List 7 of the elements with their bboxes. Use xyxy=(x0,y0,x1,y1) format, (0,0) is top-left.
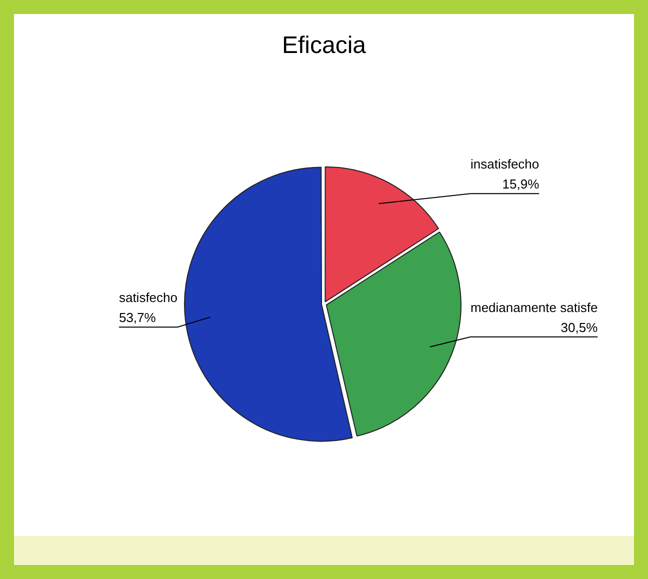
data-label: 15,9% xyxy=(502,176,540,192)
chart-title: Eficacia xyxy=(280,32,368,60)
data-label: 53,7% xyxy=(118,310,156,326)
slice-label: medianamente satisfe xyxy=(470,300,598,315)
slice-label: insatisfecho xyxy=(470,156,540,172)
data-label: 30,5% xyxy=(560,320,598,335)
slice-label: satisfecho xyxy=(118,290,178,306)
